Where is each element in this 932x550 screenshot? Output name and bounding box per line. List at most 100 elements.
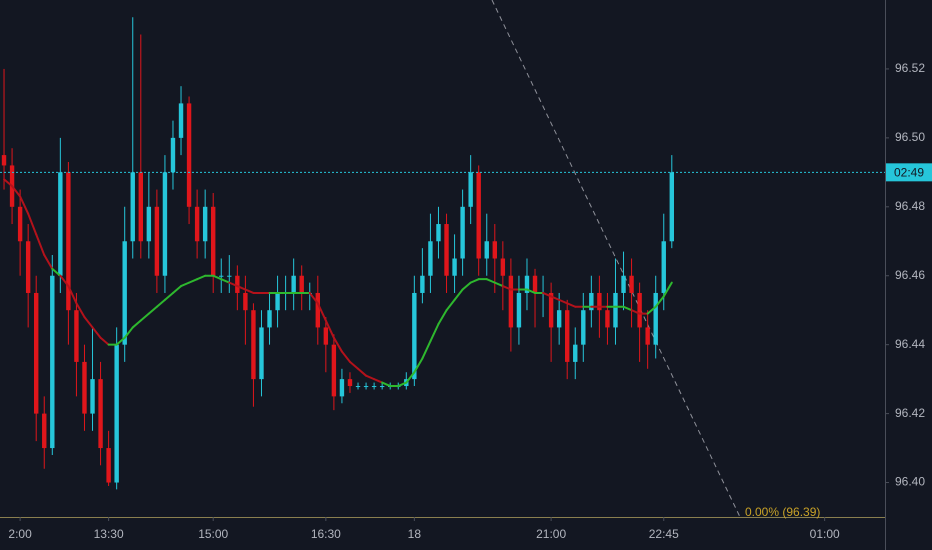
- ma-segment: [228, 281, 239, 288]
- ma-segment: [324, 319, 335, 339]
- candle-body: [291, 275, 296, 293]
- candle-body: [484, 241, 489, 259]
- candle-body: [371, 386, 377, 388]
- y-tick-label: 96.40: [895, 475, 925, 489]
- ma-segment: [220, 278, 231, 284]
- candle-body: [605, 310, 610, 328]
- candle-body: [202, 206, 208, 242]
- candle-body: [74, 310, 79, 362]
- candle-body: [25, 241, 31, 293]
- candle-body: [548, 292, 554, 328]
- ma-segment: [91, 326, 102, 339]
- x-tick-label: 13:30: [94, 527, 124, 541]
- ma-segment: [525, 288, 537, 294]
- candle-body: [227, 275, 232, 277]
- candle-body: [331, 344, 337, 397]
- ma-segment: [212, 274, 223, 281]
- ma-segment: [654, 295, 665, 308]
- ma-segment: [99, 336, 110, 346]
- ma-segment: [421, 340, 432, 360]
- ma-segment: [27, 212, 38, 236]
- x-tick-label: 15:00: [198, 527, 228, 541]
- y-tick-label: 96.50: [895, 130, 925, 144]
- ma-segment: [381, 381, 392, 388]
- ma-segment: [19, 195, 30, 215]
- candle-body: [146, 206, 152, 242]
- candle-body: [267, 310, 272, 328]
- candle-body: [82, 361, 87, 414]
- ma-segment: [180, 281, 191, 288]
- ma-segment: [340, 350, 351, 363]
- candle-body: [516, 292, 522, 328]
- trend-line: [491, 0, 741, 518]
- ma-segment: [413, 357, 424, 374]
- price-label-box: [886, 163, 932, 182]
- candle-body: [428, 241, 433, 276]
- ma-segment: [646, 305, 657, 315]
- ma-segment: [188, 278, 199, 284]
- candle-body: [251, 310, 256, 380]
- ma-segment: [196, 274, 207, 281]
- ma-segment: [461, 281, 472, 291]
- ma-segment: [51, 267, 62, 277]
- candle-body: [436, 224, 441, 242]
- candle-body: [565, 310, 570, 362]
- candle-body: [299, 275, 304, 293]
- ma-segment: [437, 309, 448, 325]
- candle-body: [597, 292, 602, 311]
- ma-segment: [348, 360, 360, 370]
- candle-body: [468, 172, 473, 207]
- ma-segment: [453, 288, 464, 301]
- candle-body: [219, 275, 224, 277]
- candle-body: [355, 386, 361, 388]
- candle-body: [669, 172, 674, 242]
- candle-body: [532, 275, 538, 293]
- candle-body: [90, 379, 95, 414]
- candle-body: [661, 241, 666, 293]
- ma-segment: [542, 291, 553, 298]
- candle-body: [98, 379, 103, 449]
- ma-segment: [566, 302, 577, 308]
- candle-body: [194, 206, 200, 242]
- ma-segment: [59, 274, 70, 288]
- ma-segment: [493, 281, 504, 288]
- x-tick-label: 21:00: [536, 527, 566, 541]
- x-tick-label: 2:00: [8, 527, 32, 541]
- ma-segment: [373, 378, 384, 384]
- candle-body: [581, 310, 586, 345]
- candle-body: [460, 206, 465, 259]
- x-tick-label: 01:00: [810, 527, 840, 541]
- candle-body: [122, 241, 127, 345]
- candle-body: [114, 344, 119, 483]
- countdown-label: 02:49: [894, 166, 924, 180]
- ma-segment: [622, 305, 633, 312]
- ma-segment: [397, 381, 408, 388]
- ma-segment: [155, 298, 166, 308]
- candle-body: [211, 206, 216, 276]
- candle-body: [492, 241, 497, 259]
- candle-body: [589, 292, 594, 311]
- candle-body: [452, 258, 457, 276]
- candle-body: [556, 310, 562, 328]
- candle-body: [34, 292, 39, 414]
- candle-body: [420, 275, 425, 293]
- candle-body: [106, 448, 111, 483]
- candle-body: [347, 379, 353, 387]
- candle-body: [500, 258, 506, 276]
- ma-segment: [35, 233, 46, 257]
- ma-segment: [308, 291, 319, 305]
- ma-segment: [405, 371, 416, 384]
- candle-body: [613, 292, 618, 328]
- candle-body: [130, 172, 135, 242]
- ma-segment: [357, 367, 368, 377]
- x-tick-label: 16:30: [311, 527, 341, 541]
- ma-segment: [469, 278, 480, 284]
- ma-segment: [558, 298, 569, 305]
- candle-body: [315, 292, 320, 328]
- ma-segment: [445, 298, 456, 312]
- candle-body: [476, 172, 481, 259]
- ma-segment: [501, 285, 512, 291]
- candle-body: [275, 292, 280, 311]
- candle-body: [412, 292, 417, 380]
